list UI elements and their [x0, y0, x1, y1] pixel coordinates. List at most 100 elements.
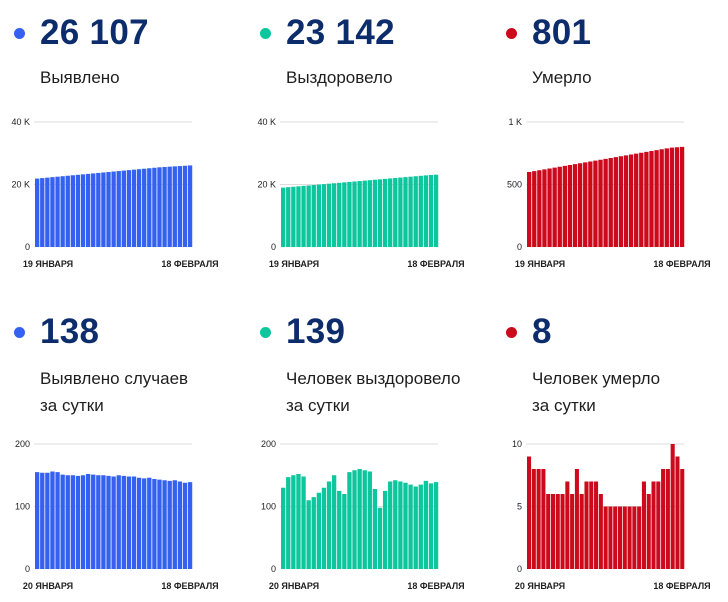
bar — [177, 481, 183, 569]
bar — [669, 147, 675, 247]
bar — [96, 475, 101, 569]
bar — [622, 506, 627, 569]
bar-chart: 0 20 K 40 K 19 ЯНВАРЯ 18 ФЕВРАЛЯ — [257, 117, 464, 269]
bar — [637, 506, 642, 569]
bar — [326, 183, 332, 247]
bar — [628, 154, 634, 247]
bar — [111, 171, 116, 247]
bar — [157, 167, 162, 247]
bar — [594, 481, 599, 569]
bar — [291, 186, 296, 247]
stat-panel-died: 801 Умерло 0 500 1 K 19 ЯНВАРЯ 18 ФЕВРАЛЯ — [492, 0, 728, 300]
bar — [623, 155, 629, 247]
bar — [96, 172, 101, 247]
x-tick-label: 19 ЯНВАРЯ — [515, 259, 565, 269]
bar — [639, 152, 644, 247]
bar — [106, 475, 111, 569]
bar — [91, 173, 96, 247]
bar — [557, 166, 562, 247]
bar — [649, 151, 654, 247]
bar — [367, 471, 372, 569]
bar — [182, 165, 188, 247]
x-tick-label: 18 ФЕВРАЛЯ — [161, 581, 218, 591]
bar — [311, 497, 316, 569]
bar — [403, 177, 408, 247]
bar — [55, 176, 60, 247]
bar — [532, 171, 537, 247]
bar — [142, 478, 147, 569]
y-tick-label: 0 — [271, 564, 276, 574]
y-tick-label: 20 K — [11, 180, 30, 190]
bar — [357, 469, 362, 569]
bar — [679, 146, 685, 247]
series-color-dot — [14, 28, 25, 39]
bar — [646, 494, 651, 569]
bar — [433, 174, 439, 247]
bar — [408, 176, 413, 247]
stat-panel-daily-died: 8 Человек умерло за сутки 0 5 10 20 ЯНВАРЯ 1… — [492, 302, 728, 602]
bar — [598, 159, 603, 247]
bar — [382, 178, 388, 247]
bar — [408, 484, 413, 569]
bar — [342, 494, 347, 569]
y-tick-label: 100 — [15, 502, 30, 512]
bar — [337, 490, 342, 569]
bar — [172, 166, 177, 247]
stat-label-line: Выздоровело — [286, 68, 393, 87]
bar — [347, 181, 352, 247]
bar-chart: 0 100 200 20 ЯНВАРЯ 18 ФЕВРАЛЯ — [15, 439, 219, 591]
bar — [75, 475, 81, 569]
bar — [316, 492, 322, 569]
bar — [661, 469, 666, 569]
stat-value: 26 107 — [40, 13, 149, 52]
y-tick-label: 200 — [261, 439, 276, 449]
x-tick-label: 18 ФЕВРАЛЯ — [407, 259, 464, 269]
bar — [65, 175, 70, 247]
series-color-dot — [506, 28, 517, 39]
x-tick-label: 18 ФЕВРАЛЯ — [653, 259, 710, 269]
stat-label: Выздоровело — [286, 64, 393, 91]
bar — [644, 151, 649, 247]
bar — [157, 479, 162, 569]
bar — [147, 477, 152, 569]
bar — [584, 481, 589, 569]
bar — [316, 184, 322, 247]
bar — [555, 494, 560, 569]
bar — [311, 185, 316, 247]
bar — [674, 147, 680, 247]
bar — [147, 168, 152, 247]
bar — [570, 494, 575, 569]
bar — [50, 177, 55, 247]
series-color-dot — [14, 327, 25, 338]
bar — [382, 490, 388, 569]
x-tick-label: 19 ЯНВАРЯ — [23, 259, 73, 269]
stat-value: 801 — [532, 13, 592, 52]
bar — [321, 487, 327, 569]
bar — [632, 506, 637, 569]
bar — [65, 475, 70, 569]
bar — [659, 149, 664, 247]
y-tick-label: 5 — [517, 502, 522, 512]
x-tick-label: 19 ЯНВАРЯ — [269, 259, 319, 269]
stat-label: Выявлено случаев за сутки — [40, 365, 188, 419]
bar — [579, 494, 584, 569]
stat-panel-daily-recovered: 139 Человек выздоровело за сутки 0 100 200… — [246, 302, 486, 602]
bar — [306, 500, 311, 569]
bar-chart: 0 500 1 K 19 ЯНВАРЯ 18 ФЕВРАЛЯ — [507, 117, 711, 269]
bar — [656, 481, 661, 569]
bar — [651, 481, 656, 569]
bar — [85, 474, 91, 569]
bar — [627, 506, 632, 569]
bar — [603, 506, 608, 569]
bar — [152, 167, 157, 247]
y-tick-label: 0 — [517, 242, 522, 252]
bar — [572, 164, 578, 247]
bar — [388, 481, 393, 569]
bar — [527, 456, 532, 569]
bar — [35, 178, 40, 247]
bar — [136, 477, 142, 569]
stat-label-line: Умерло — [532, 68, 592, 87]
bar — [85, 173, 91, 247]
stat-value: 139 — [286, 312, 346, 351]
bar — [433, 482, 439, 569]
